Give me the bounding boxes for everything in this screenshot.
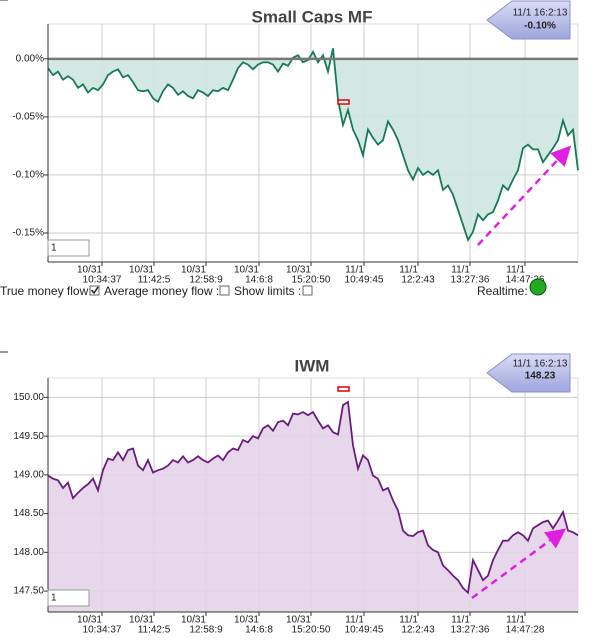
event-marker xyxy=(337,99,350,105)
y-tick-label: 148.50 xyxy=(13,508,44,519)
badge-shape xyxy=(486,0,571,40)
badge-value: 148.23 xyxy=(525,371,556,382)
charts: Small Caps MF 0.00% -0.05% -0.10% -0.15% 10/3… xyxy=(12,7,579,636)
chart-title: IWM xyxy=(295,356,330,375)
x-tick-label: 12:2:43 xyxy=(401,275,435,286)
x-tick-label: 12:58:9 xyxy=(189,625,223,636)
trend-arrow xyxy=(477,145,572,246)
x-tick-label: 11/1 xyxy=(399,615,418,626)
x-tick-label: 10/31 xyxy=(77,265,102,276)
x-tick-label: 10/31 xyxy=(286,615,311,626)
y-tick-label: 148.00 xyxy=(13,547,44,558)
label: Realtime: xyxy=(477,284,528,298)
x-tick-label: 15:20:50 xyxy=(292,275,331,286)
x-tick-label: 13:27:36 xyxy=(451,625,490,636)
x-tick-label: 11/1 xyxy=(399,265,418,276)
label: Average money flow : xyxy=(104,284,219,298)
x-tick-label: 10:49:45 xyxy=(345,625,384,636)
y-tick-label: 149.50 xyxy=(13,431,44,442)
y-tick-label: -0.15% xyxy=(12,228,44,239)
badge-time: 11/1 16:2:13 xyxy=(513,359,568,370)
x-tick-label: 10:34:37 xyxy=(83,275,122,286)
x-tick-label: 14:6:8 xyxy=(245,275,273,286)
y-tick-label: -0.10% xyxy=(12,170,44,181)
x-tick-label: 10:34:37 xyxy=(83,625,122,636)
checkbox[interactable] xyxy=(302,285,313,296)
y-tick-label: 147.50 xyxy=(13,586,44,597)
x-tick-label: 12:58:9 xyxy=(189,275,223,286)
event-marker xyxy=(337,386,350,392)
x-tick-label: 10/31 xyxy=(77,615,102,626)
x-tick-label: 11/1 xyxy=(451,615,470,626)
trend-arrow xyxy=(471,528,567,600)
y-tick-label: -0.05% xyxy=(12,112,44,123)
y-tick-label: 0.00% xyxy=(16,53,44,64)
series-line xyxy=(47,48,579,243)
x-tick-label: 11/1 xyxy=(506,265,525,276)
area-fill xyxy=(48,402,578,612)
badge-shape xyxy=(486,353,571,393)
x-tick-label: 11/1 xyxy=(451,265,470,276)
x-tick-label: 11:42:5 xyxy=(138,625,171,636)
series-line xyxy=(47,400,579,595)
x-tick-label: 13:27:36 xyxy=(451,275,490,286)
x-tick-label: 10/31 xyxy=(286,265,311,276)
x-tick-label: 11/1 xyxy=(345,615,364,626)
x-tick-label: 10:49:45 xyxy=(345,275,384,286)
x-tick-label: 12:2:43 xyxy=(401,625,435,636)
input-box[interactable] xyxy=(47,239,90,257)
input-value[interactable]: 1 xyxy=(51,593,57,604)
x-tick-label: 10/31 xyxy=(129,265,154,276)
realtime-indicator[interactable] xyxy=(529,278,547,296)
chart-title: Small Caps MF xyxy=(252,7,373,26)
x-tick-label: 14:47:36 xyxy=(506,275,545,286)
x-tick-label: 14:6:8 xyxy=(245,625,273,636)
label: Show limits : xyxy=(234,284,301,298)
badge-value: -0.10% xyxy=(524,21,556,32)
checkmark xyxy=(90,286,99,295)
input-box[interactable] xyxy=(47,589,90,607)
y-tick-label: 149.00 xyxy=(13,469,44,480)
x-tick-label: 10/31 xyxy=(181,265,206,276)
checkbox[interactable] xyxy=(219,285,230,296)
x-tick-label: 14:47:28 xyxy=(506,625,545,636)
x-tick-label: 15:20:50 xyxy=(292,625,331,636)
label: True money flow: xyxy=(0,284,92,298)
x-tick-label: 11/1 xyxy=(506,615,525,626)
x-tick-label: 11:42:5 xyxy=(138,275,171,286)
x-tick-label: 10/31 xyxy=(181,615,206,626)
badge-time: 11/1 16:2:13 xyxy=(513,8,568,19)
x-tick-label: 10/31 xyxy=(234,265,259,276)
input-value[interactable]: 1 xyxy=(51,243,57,254)
area-fill xyxy=(48,48,578,240)
x-tick-label: 10/31 xyxy=(234,615,259,626)
x-tick-label: 10/31 xyxy=(129,615,154,626)
checkbox[interactable] xyxy=(89,285,100,296)
x-tick-label: 11/1 xyxy=(345,265,364,276)
y-tick-label: 150.00 xyxy=(13,392,44,403)
